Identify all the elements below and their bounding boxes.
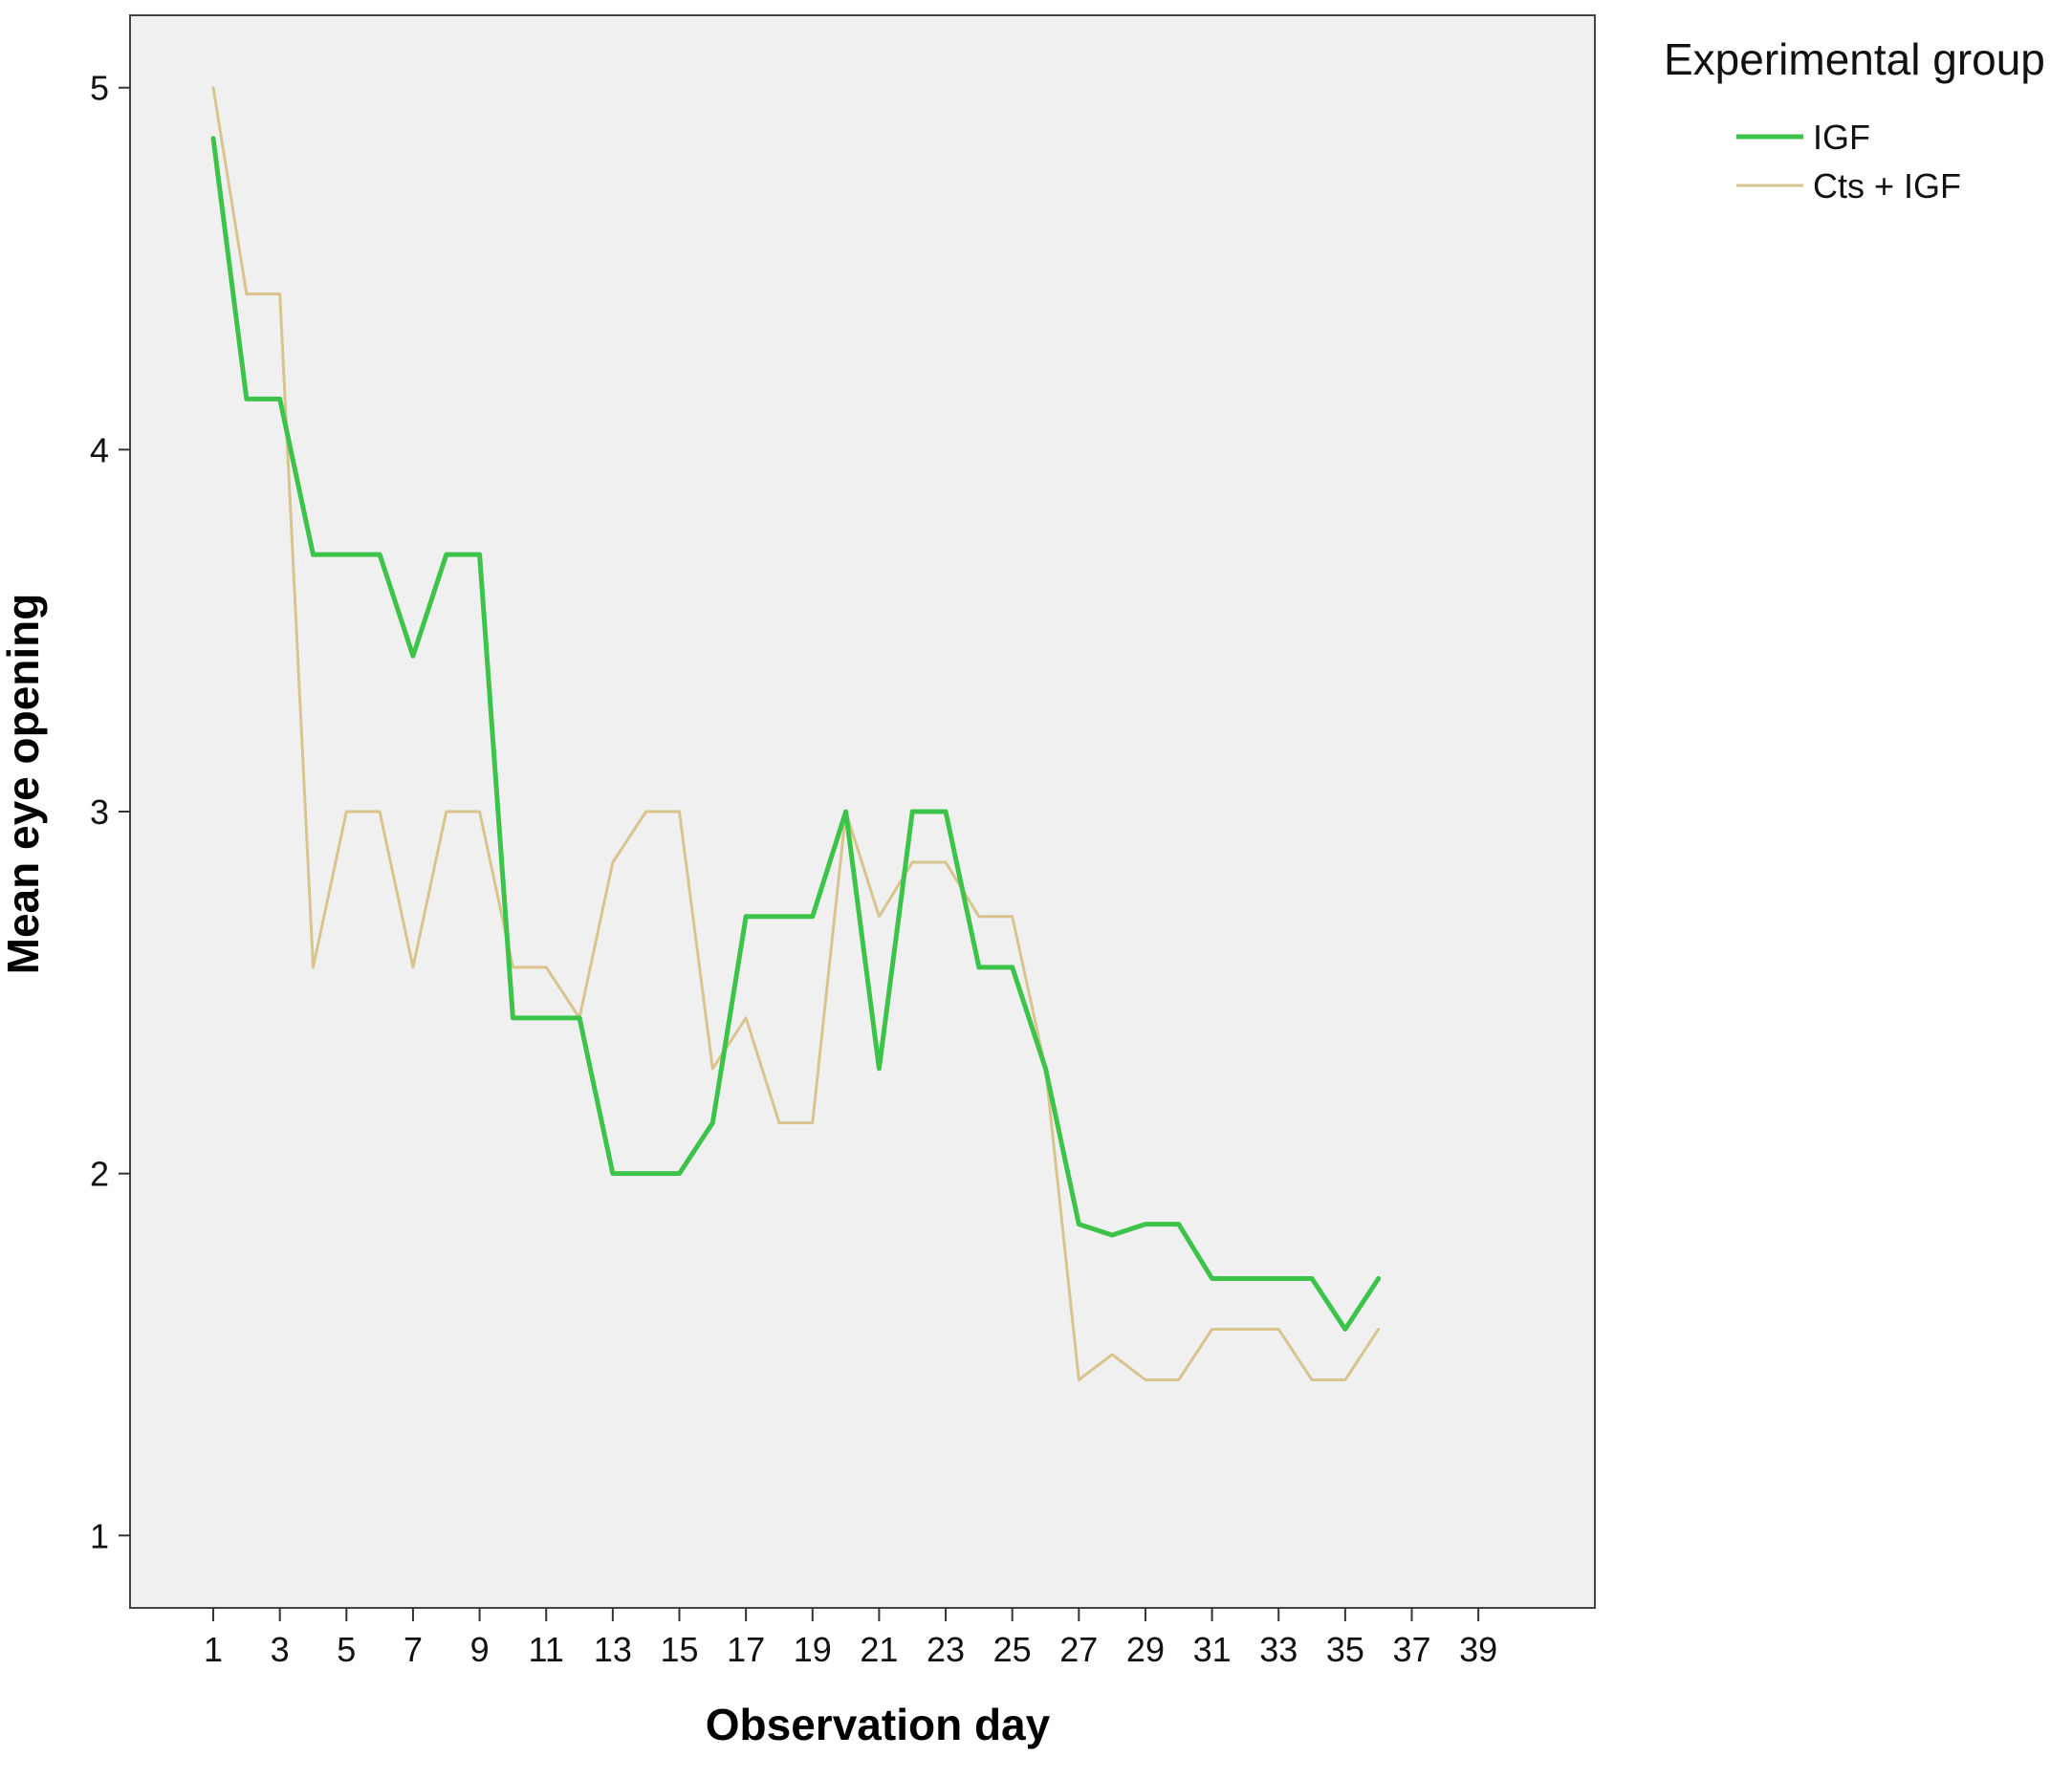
series-line-igf: [210, 136, 1382, 1332]
y-tick-label: 4: [90, 430, 109, 469]
y-axis: 1 2 3 4 5: [90, 69, 130, 1555]
x-tick-label: 37: [1392, 1630, 1430, 1669]
x-tick-label: 39: [1459, 1630, 1497, 1669]
legend-title: Experimental group: [1664, 34, 2045, 84]
x-tick-label: 5: [337, 1630, 356, 1669]
y-axis-title: Mean eye opening: [0, 594, 48, 975]
x-tick-label: 19: [794, 1630, 832, 1669]
x-tick-label: 23: [927, 1630, 965, 1669]
x-tick-label: 13: [594, 1630, 632, 1669]
x-tick-label: 25: [993, 1630, 1032, 1669]
x-tick-label: 1: [204, 1630, 223, 1669]
legend-label-cts-igf: Cts + IGF: [1813, 166, 1961, 206]
legend: Experimental group IGF Cts + IGF: [1664, 34, 2045, 206]
x-tick-label: 21: [860, 1630, 898, 1669]
x-axis-title: Observation day: [706, 1700, 1051, 1749]
x-tick-label: 15: [660, 1630, 698, 1669]
y-tick-label: 1: [90, 1516, 109, 1555]
x-tick-label: 7: [403, 1630, 423, 1669]
x-tick-label: 27: [1059, 1630, 1098, 1669]
y-tick-label: 3: [90, 792, 109, 832]
y-tick-label: 2: [90, 1155, 109, 1194]
x-tick-label: 11: [529, 1630, 564, 1669]
y-tick-label: 5: [90, 69, 109, 108]
x-tick-label: 35: [1326, 1630, 1364, 1669]
x-tick-label: 31: [1193, 1630, 1232, 1669]
x-tick-label: 17: [727, 1630, 765, 1669]
x-tick-label: 33: [1259, 1630, 1298, 1669]
x-tick-label: 3: [271, 1630, 290, 1669]
x-tick-label: 29: [1126, 1630, 1165, 1669]
x-tick-label: 9: [470, 1630, 490, 1669]
x-axis: 1 3 5 7 9 11 13 15 17 19 21 23 25 27 29 31 33 35 37 39: [204, 1608, 1497, 1669]
series-lines: [210, 86, 1382, 1381]
legend-label-igf: IGF: [1813, 118, 1870, 157]
series-line-cts-igf: [211, 86, 1381, 1381]
